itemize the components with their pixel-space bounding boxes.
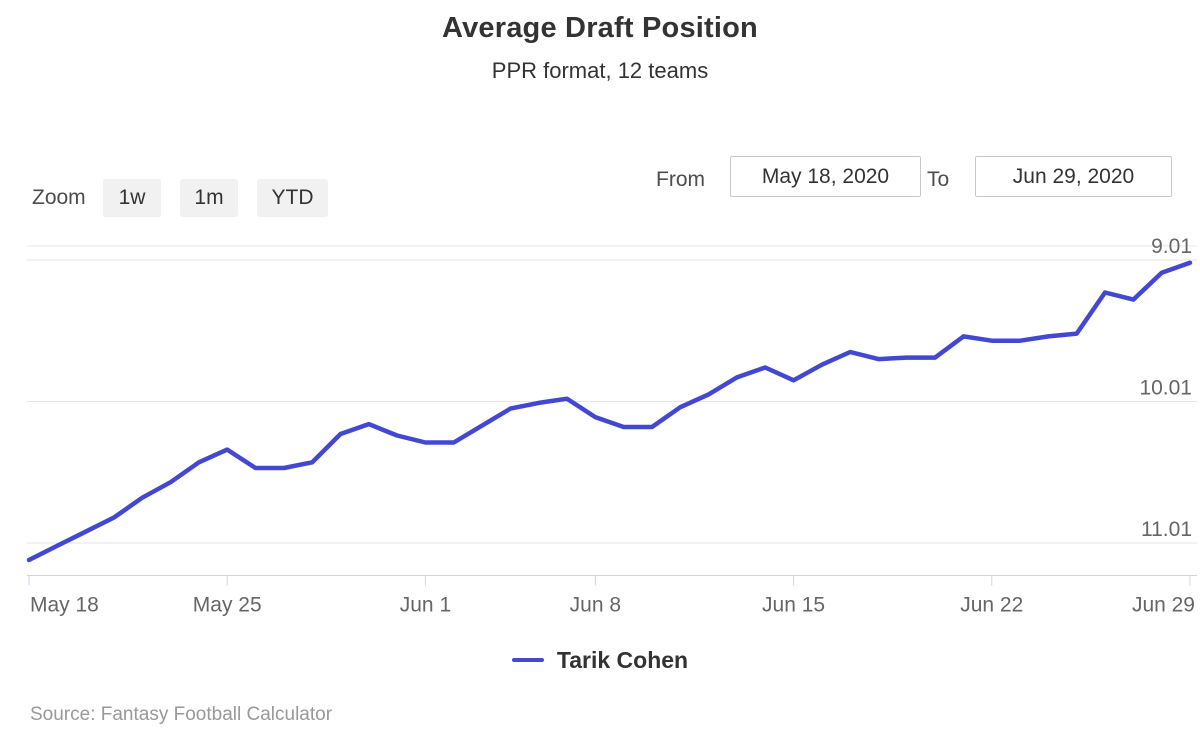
legend-label: Tarik Cohen	[556, 646, 689, 673]
legend-item-tarik-cohen[interactable]: Tarik Cohen	[0, 645, 1200, 675]
zoom-1m-button[interactable]: 1m	[180, 179, 238, 217]
x-axis-label: Jun 8	[570, 594, 621, 617]
zoom-1w-button[interactable]: 1w	[103, 179, 161, 217]
zoom-label: Zoom	[32, 186, 86, 209]
x-axis-label: May 18	[30, 594, 99, 617]
y-axis-label: 11.01	[1141, 518, 1192, 541]
x-axis-label: Jun 22	[960, 594, 1023, 617]
x-axis-label: Jun 1	[400, 594, 451, 617]
to-label: To	[927, 168, 950, 191]
chart-subtitle: PPR format, 12 teams	[491, 58, 709, 83]
x-axis-label: Jun 15	[762, 594, 825, 617]
source-credit: Source: Fantasy Football Calculator	[30, 704, 333, 725]
series-tarik-cohen	[26, 260, 1193, 563]
x-axis-label: May 25	[193, 594, 262, 617]
zoom-ytd-button[interactable]: YTD	[257, 179, 328, 217]
from-label: From	[656, 168, 705, 191]
chart-title: Average Draft Position	[442, 12, 758, 44]
to-date-input[interactable]	[975, 156, 1172, 197]
y-axis-label: 10.01	[1139, 377, 1192, 400]
from-date-input[interactable]	[730, 156, 921, 197]
legend-line-swatch	[511, 658, 544, 662]
y-axis-label: 9.01	[1151, 235, 1192, 258]
x-axis-label: Jun 29	[1132, 594, 1195, 617]
